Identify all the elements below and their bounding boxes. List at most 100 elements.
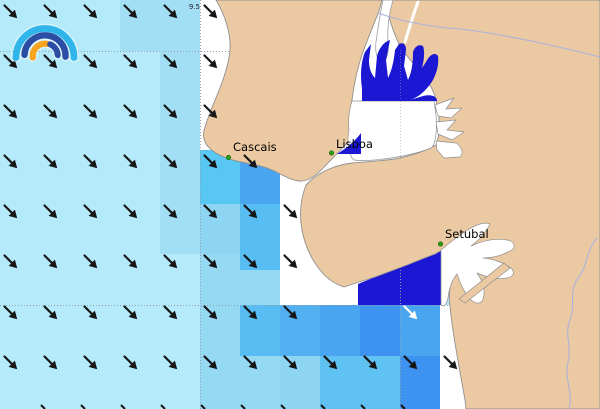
wind-arrows-layer (3, 4, 458, 409)
windguru-logo-icon (11, 23, 79, 63)
estuary-water-layer (337, 0, 515, 307)
logo-inner-right-arc (47, 41, 61, 59)
wind-direction-arrow (83, 154, 98, 169)
wave-height-cell (240, 305, 280, 356)
wind-direction-arrow (163, 4, 178, 19)
wind-direction-arrow (43, 154, 58, 169)
wind-direction-arrow (203, 305, 218, 320)
wind-direction-arrow (203, 54, 218, 69)
wind-direction-arrow (243, 204, 258, 219)
city-label: Setubal (445, 227, 489, 241)
wave-peak-cell-setubal (358, 251, 441, 305)
river-line (377, 12, 600, 58)
coastal-peak-cells-layer (358, 251, 441, 305)
wind-direction-arrow (123, 54, 138, 69)
wind-direction-arrow (3, 4, 18, 19)
wind-direction-arrow (43, 104, 58, 119)
wind-direction-arrow (403, 305, 418, 320)
wind-direction-arrow (243, 254, 258, 269)
city-dot-icon (226, 155, 232, 161)
city-marker-lisboa: Lisboa (328, 137, 373, 156)
wind-direction-arrow (83, 204, 98, 219)
wind-direction-arrow (163, 355, 178, 370)
wave-height-cell (400, 356, 440, 409)
city-label: Cascais (233, 140, 277, 154)
wind-direction-arrow (83, 305, 98, 320)
city-dot-icon (328, 150, 334, 156)
wind-direction-arrow (443, 355, 458, 370)
city-dot-icon (437, 241, 443, 247)
wind-direction-arrow (83, 355, 98, 370)
wind-direction-arrow (203, 204, 218, 219)
wind-direction-arrow (163, 204, 178, 219)
land-south-east (300, 0, 600, 409)
wave-height-cell (280, 356, 320, 409)
wind-direction-arrow (243, 154, 258, 169)
wind-direction-arrow (163, 54, 178, 69)
land-lisbon-peninsula (203, 0, 383, 182)
wind-direction-arrow (403, 355, 418, 370)
wind-direction-arrow (283, 254, 298, 269)
wind-direction-arrow (203, 154, 218, 169)
wind-direction-arrow (123, 355, 138, 370)
land-layer (203, 0, 600, 409)
logo-outer-arc (12, 25, 78, 61)
river-line (566, 237, 598, 409)
troia-sand-spit (458, 262, 511, 304)
wind-direction-arrow (203, 355, 218, 370)
wind-direction-arrow (163, 104, 178, 119)
wave-height-cell (160, 51, 200, 254)
logo-orange-arc (29, 40, 51, 61)
wind-direction-arrow (83, 104, 98, 119)
wind-direction-arrow (203, 254, 218, 269)
city-markers-layer: Cascais Lisboa Setubal (226, 137, 489, 247)
wave-peak-cell-lisboa (337, 133, 361, 154)
wind-direction-arrow (43, 254, 58, 269)
wind-arrow-stub (320, 404, 326, 409)
wave-height-cell (280, 305, 320, 356)
wind-arrow-stub (400, 404, 406, 409)
wave-peak-cell-estuary (361, 40, 439, 101)
wind-arrow-stub (200, 404, 206, 409)
wind-direction-arrow (3, 254, 18, 269)
wind-direction-arrow (43, 4, 58, 19)
wind-direction-arrow (323, 355, 338, 370)
wind-arrow-stub (360, 404, 366, 409)
wind-arrow-stub (40, 404, 46, 409)
wind-arrow-stub (120, 404, 126, 409)
wind-direction-arrow (163, 305, 178, 320)
wave-height-cell (360, 305, 400, 356)
wind-direction-arrow (83, 254, 98, 269)
wind-direction-arrow (3, 54, 18, 69)
wind-direction-arrow (83, 4, 98, 19)
wind-direction-arrow (43, 54, 58, 69)
wind-direction-arrow (43, 305, 58, 320)
wind-direction-arrow (123, 254, 138, 269)
wave-height-cell (400, 305, 440, 356)
wind-direction-arrow (3, 154, 18, 169)
wave-height-cells-layer (120, 0, 440, 409)
wave-height-cell (120, 0, 200, 51)
wave-height-cell (240, 204, 280, 270)
sado-estuary-water (440, 222, 515, 307)
wind-direction-arrow (283, 305, 298, 320)
wind-direction-arrow (3, 305, 18, 320)
wind-direction-arrow (203, 104, 218, 119)
wind-direction-arrow (83, 54, 98, 69)
tagus-estuary-water (347, 100, 437, 161)
wind-arrow-stub (280, 404, 286, 409)
estuary-arm (435, 140, 463, 159)
wind-direction-arrow (243, 355, 258, 370)
wind-arrow-stub (160, 404, 166, 409)
wind-direction-arrow (43, 355, 58, 370)
city-marker-setubal: Setubal (437, 227, 489, 247)
wind-direction-arrow (3, 204, 18, 219)
wind-direction-arrow (283, 204, 298, 219)
wind-arrow-stub (240, 404, 246, 409)
wind-arrow-stub (80, 404, 86, 409)
wind-direction-arrow (163, 254, 178, 269)
wave-height-cell (200, 204, 240, 254)
wind-direction-arrow (3, 355, 18, 370)
